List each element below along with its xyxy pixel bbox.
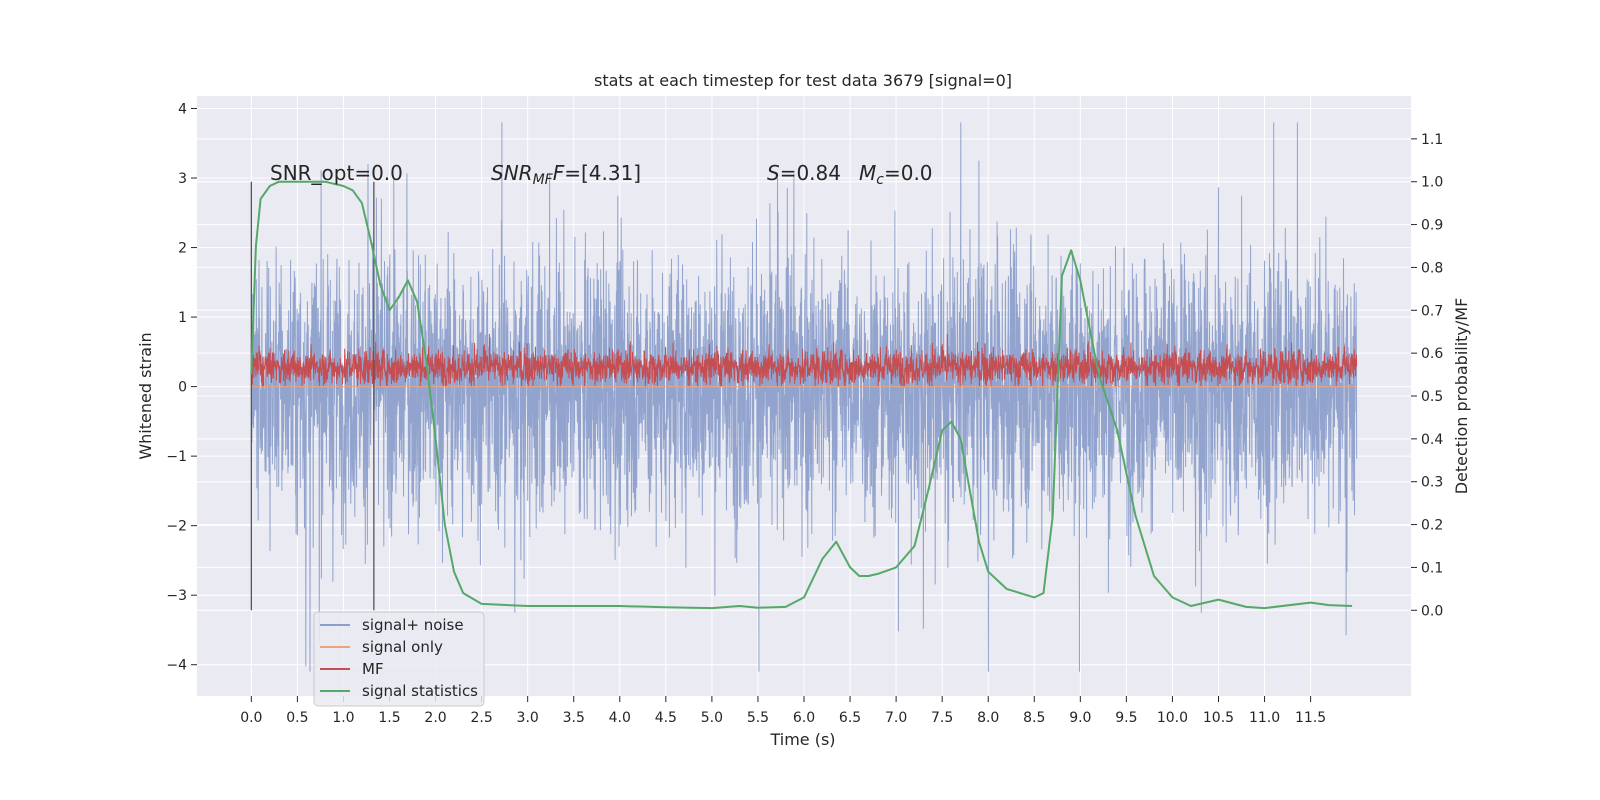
y-tick-label: 3	[178, 171, 187, 187]
y-right-tick-label: 0.4	[1421, 432, 1443, 448]
x-tick-label: 2.5	[470, 710, 492, 726]
x-axis-ticks: 0.0 0.5 1.0 1.5 2.0 2.5 3.0 3.5 4.0 4.5 5.0 5.5 6.0 6…	[240, 696, 1326, 726]
legend-label-signal-plus-noise: signal+ noise	[362, 616, 464, 634]
y-tick-label: −1	[166, 449, 187, 465]
y-right-tick-label: 0.6	[1421, 346, 1443, 362]
y-right-tick-label: 1.0	[1421, 175, 1443, 191]
annotation-snr-mf: SNRMFF=[4.31]	[491, 161, 641, 188]
x-tick-label: 5.5	[747, 710, 769, 726]
x-tick-label: 7.5	[931, 710, 953, 726]
y-right-tick-label: 0.5	[1421, 389, 1443, 405]
signal-plus-noise-line	[250, 122, 1358, 672]
x-tick-label: 10.0	[1157, 710, 1188, 726]
x-tick-label: 9.0	[1069, 710, 1091, 726]
x-tick-label: 6.5	[839, 710, 861, 726]
x-tick-label: 10.5	[1203, 710, 1234, 726]
y-tick-label: −2	[166, 519, 187, 535]
y-tick-label: −4	[166, 658, 187, 674]
chart-title: stats at each timestep for test data 367…	[594, 71, 1012, 90]
x-tick-label: 5.0	[701, 710, 723, 726]
y-right-axis-label: Detection probability/MF	[1452, 298, 1471, 495]
y-tick-label: 0	[178, 380, 187, 396]
y-tick-label: 1	[178, 310, 187, 326]
y-right-axis-ticks: 0.0 0.1 0.2 0.3 0.4 0.5 0.6 0.7 0.8 0.9 1.0 1.1	[1411, 132, 1443, 619]
x-tick-label: 0.5	[286, 710, 308, 726]
x-tick-label: 4.5	[655, 710, 677, 726]
series-mf	[250, 333, 1358, 387]
series-signal-statistics	[250, 180, 1353, 610]
y-right-tick-label: 0.7	[1421, 303, 1443, 319]
y-right-tick-label: 0.2	[1421, 518, 1443, 534]
x-tick-label: 11.0	[1249, 710, 1280, 726]
y-axis-label: Whitened strain	[136, 332, 155, 459]
x-tick-label: 8.0	[977, 710, 999, 726]
legend-label-signal-only: signal only	[362, 638, 443, 656]
annotation-mc: Mc=0.0	[859, 161, 933, 188]
y-right-tick-label: 0.3	[1421, 475, 1443, 491]
x-tick-label: 3.0	[517, 710, 539, 726]
y-right-tick-label: 0.0	[1421, 603, 1443, 619]
x-tick-label: 2.0	[424, 710, 446, 726]
x-tick-label: 11.5	[1295, 710, 1326, 726]
x-tick-label: 4.0	[609, 710, 631, 726]
x-tick-label: 0.0	[240, 710, 262, 726]
x-tick-label: 8.5	[1023, 710, 1045, 726]
legend: signal+ noise signal only MF signal stat…	[313, 611, 485, 707]
legend-label-mf: MF	[362, 660, 384, 678]
x-tick-label: 7.0	[885, 710, 907, 726]
x-tick-label: 9.5	[1115, 710, 1137, 726]
y-tick-label: 2	[178, 241, 187, 257]
y-right-tick-label: 0.9	[1421, 218, 1443, 234]
x-tick-label: 3.5	[563, 710, 585, 726]
y-right-tick-label: 1.1	[1421, 132, 1443, 148]
legend-label-signal-statistics: signal statistics	[362, 682, 478, 700]
x-tick-label: 1.5	[378, 710, 400, 726]
y-axis-ticks: −4 −3 −2 −1 0 1 2 3 4	[166, 102, 197, 674]
signal-statistics-line	[250, 180, 1353, 610]
x-tick-label: 1.0	[332, 710, 354, 726]
y-right-tick-label: 0.1	[1421, 560, 1443, 576]
y-tick-label: 4	[178, 102, 187, 118]
x-tick-label: 6.0	[793, 710, 815, 726]
annotation-snr-opt: SNR_opt=0.0	[270, 161, 403, 185]
x-axis-label: Time (s)	[769, 730, 835, 749]
legend-box	[313, 611, 485, 707]
y-right-tick-label: 0.8	[1421, 260, 1443, 276]
y-tick-label: −3	[166, 588, 187, 604]
mf-line	[250, 333, 1358, 387]
series-signal-plus-noise	[250, 122, 1358, 672]
annotation-s: S=0.84	[767, 161, 841, 185]
